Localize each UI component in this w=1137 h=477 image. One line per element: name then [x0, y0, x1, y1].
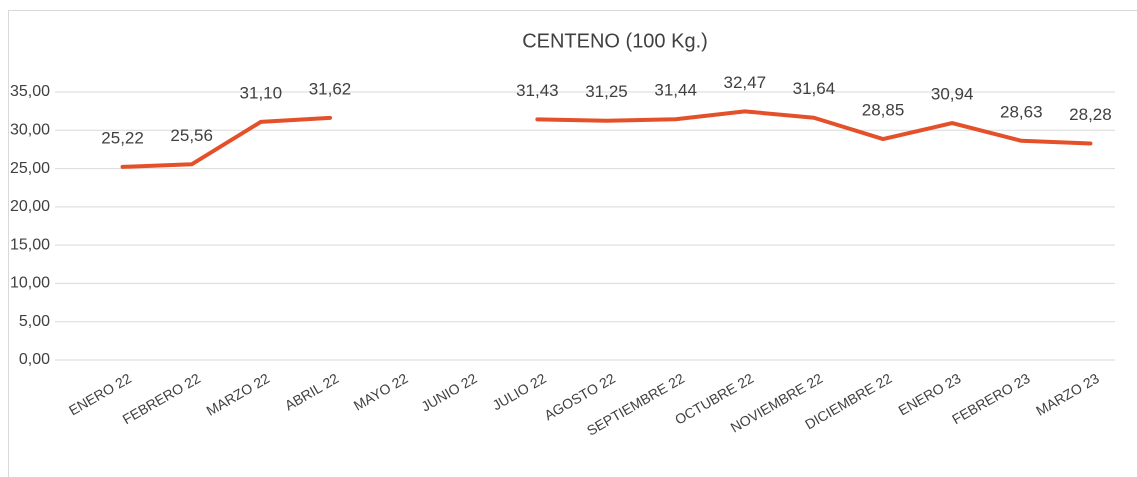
data-label: 31,10	[240, 83, 283, 102]
data-label: 31,43	[516, 81, 559, 100]
y-tick-label: 35,00	[10, 83, 50, 100]
data-label: 32,47	[723, 73, 766, 92]
y-tick-label: 15,00	[10, 236, 50, 253]
data-label: 25,22	[101, 128, 144, 147]
data-label: 28,85	[862, 101, 905, 120]
y-tick-label: 5,00	[19, 313, 50, 330]
data-label: 28,28	[1069, 105, 1112, 124]
data-label: 28,63	[1000, 102, 1043, 121]
line	[120, 109, 1093, 169]
y-tick-label: 10,00	[10, 275, 50, 292]
data-label: 30,94	[931, 85, 974, 104]
y-tick-label: 25,00	[10, 160, 50, 177]
data-label: 31,64	[793, 79, 836, 98]
y-tick-label: 0,00	[19, 351, 50, 368]
data-label: 31,62	[309, 79, 352, 98]
data-label: 31,25	[585, 82, 628, 101]
data-label: 31,44	[654, 81, 697, 100]
data-label: 25,56	[170, 126, 213, 145]
chart-title: CENTENO (100 Kg.)	[522, 30, 708, 52]
y-tick-label: 20,00	[10, 198, 50, 215]
chart-border	[8, 10, 1137, 477]
y-tick-label: 30,00	[10, 122, 50, 139]
